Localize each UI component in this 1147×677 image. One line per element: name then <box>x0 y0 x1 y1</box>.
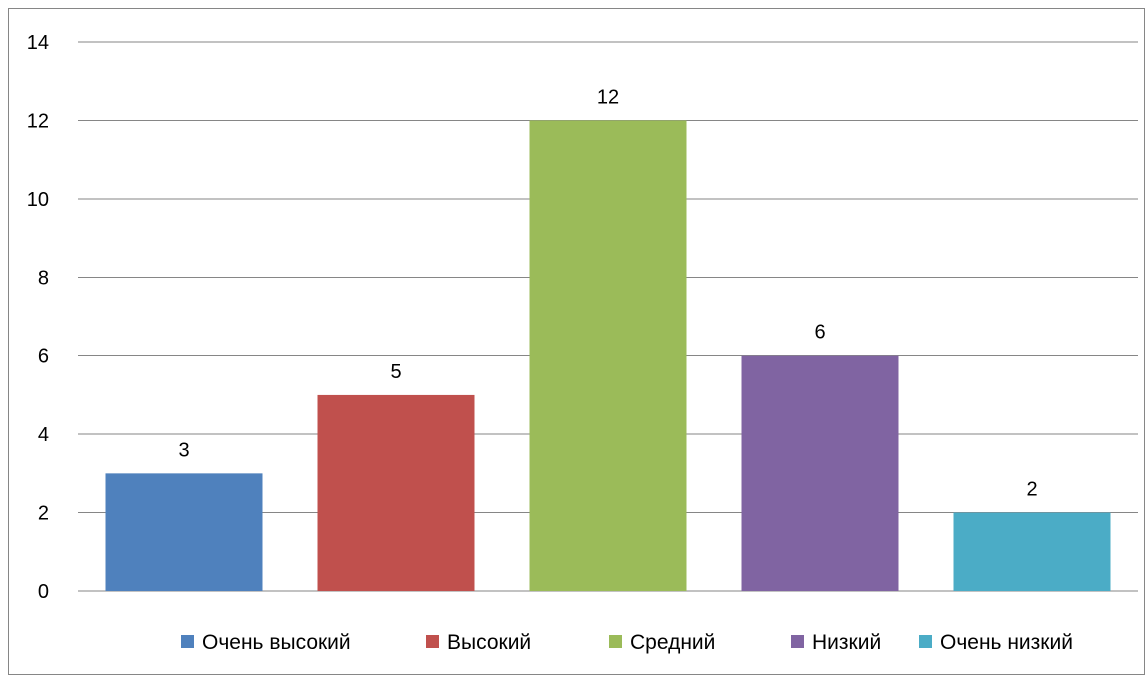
legend: Очень высокий Высокий Средний Низкий Очень н… <box>181 631 1073 654</box>
y-tick-label: 6 <box>38 346 49 368</box>
y-tick-label: 12 <box>27 110 49 132</box>
legend-swatch-3 <box>609 635 622 648</box>
y-tick-label: 4 <box>38 424 49 446</box>
bar-4 <box>741 355 899 591</box>
data-label: 3 <box>178 439 189 461</box>
y-tick-label: 8 <box>38 267 49 289</box>
legend-label-1: Очень высокий <box>202 631 351 654</box>
data-label: 12 <box>597 86 619 108</box>
legend-label-4: Низкий <box>812 631 881 654</box>
data-labels: 3 5 12 6 2 <box>178 86 1037 500</box>
data-label: 2 <box>1026 479 1037 501</box>
y-tick-label: 14 <box>27 32 49 54</box>
legend-swatch-1 <box>181 635 194 648</box>
bar-1 <box>105 473 263 591</box>
legend-swatch-2 <box>426 635 439 648</box>
bar-3 <box>529 120 687 591</box>
y-tick-label: 0 <box>38 581 49 603</box>
bars <box>105 120 1111 591</box>
legend-swatch-4 <box>791 635 804 648</box>
bar-5 <box>953 512 1111 591</box>
bar-chart: 0 2 4 6 8 10 12 14 3 5 12 6 2 Очень высокий Высокий С… <box>27 32 1138 654</box>
bar-2 <box>317 394 475 591</box>
legend-label-2: Высокий <box>447 631 531 654</box>
y-axis-tick-labels: 0 2 4 6 8 10 12 14 <box>27 32 49 603</box>
data-label: 5 <box>390 361 401 383</box>
legend-label-5: Очень низкий <box>940 631 1073 654</box>
chart-frame: 0 2 4 6 8 10 12 14 3 5 12 6 2 Очень высокий Высокий С… <box>8 8 1145 675</box>
data-label: 6 <box>814 322 825 344</box>
y-tick-label: 2 <box>38 503 49 525</box>
legend-swatch-5 <box>919 635 932 648</box>
legend-label-3: Средний <box>630 631 715 654</box>
y-tick-label: 10 <box>27 189 49 211</box>
